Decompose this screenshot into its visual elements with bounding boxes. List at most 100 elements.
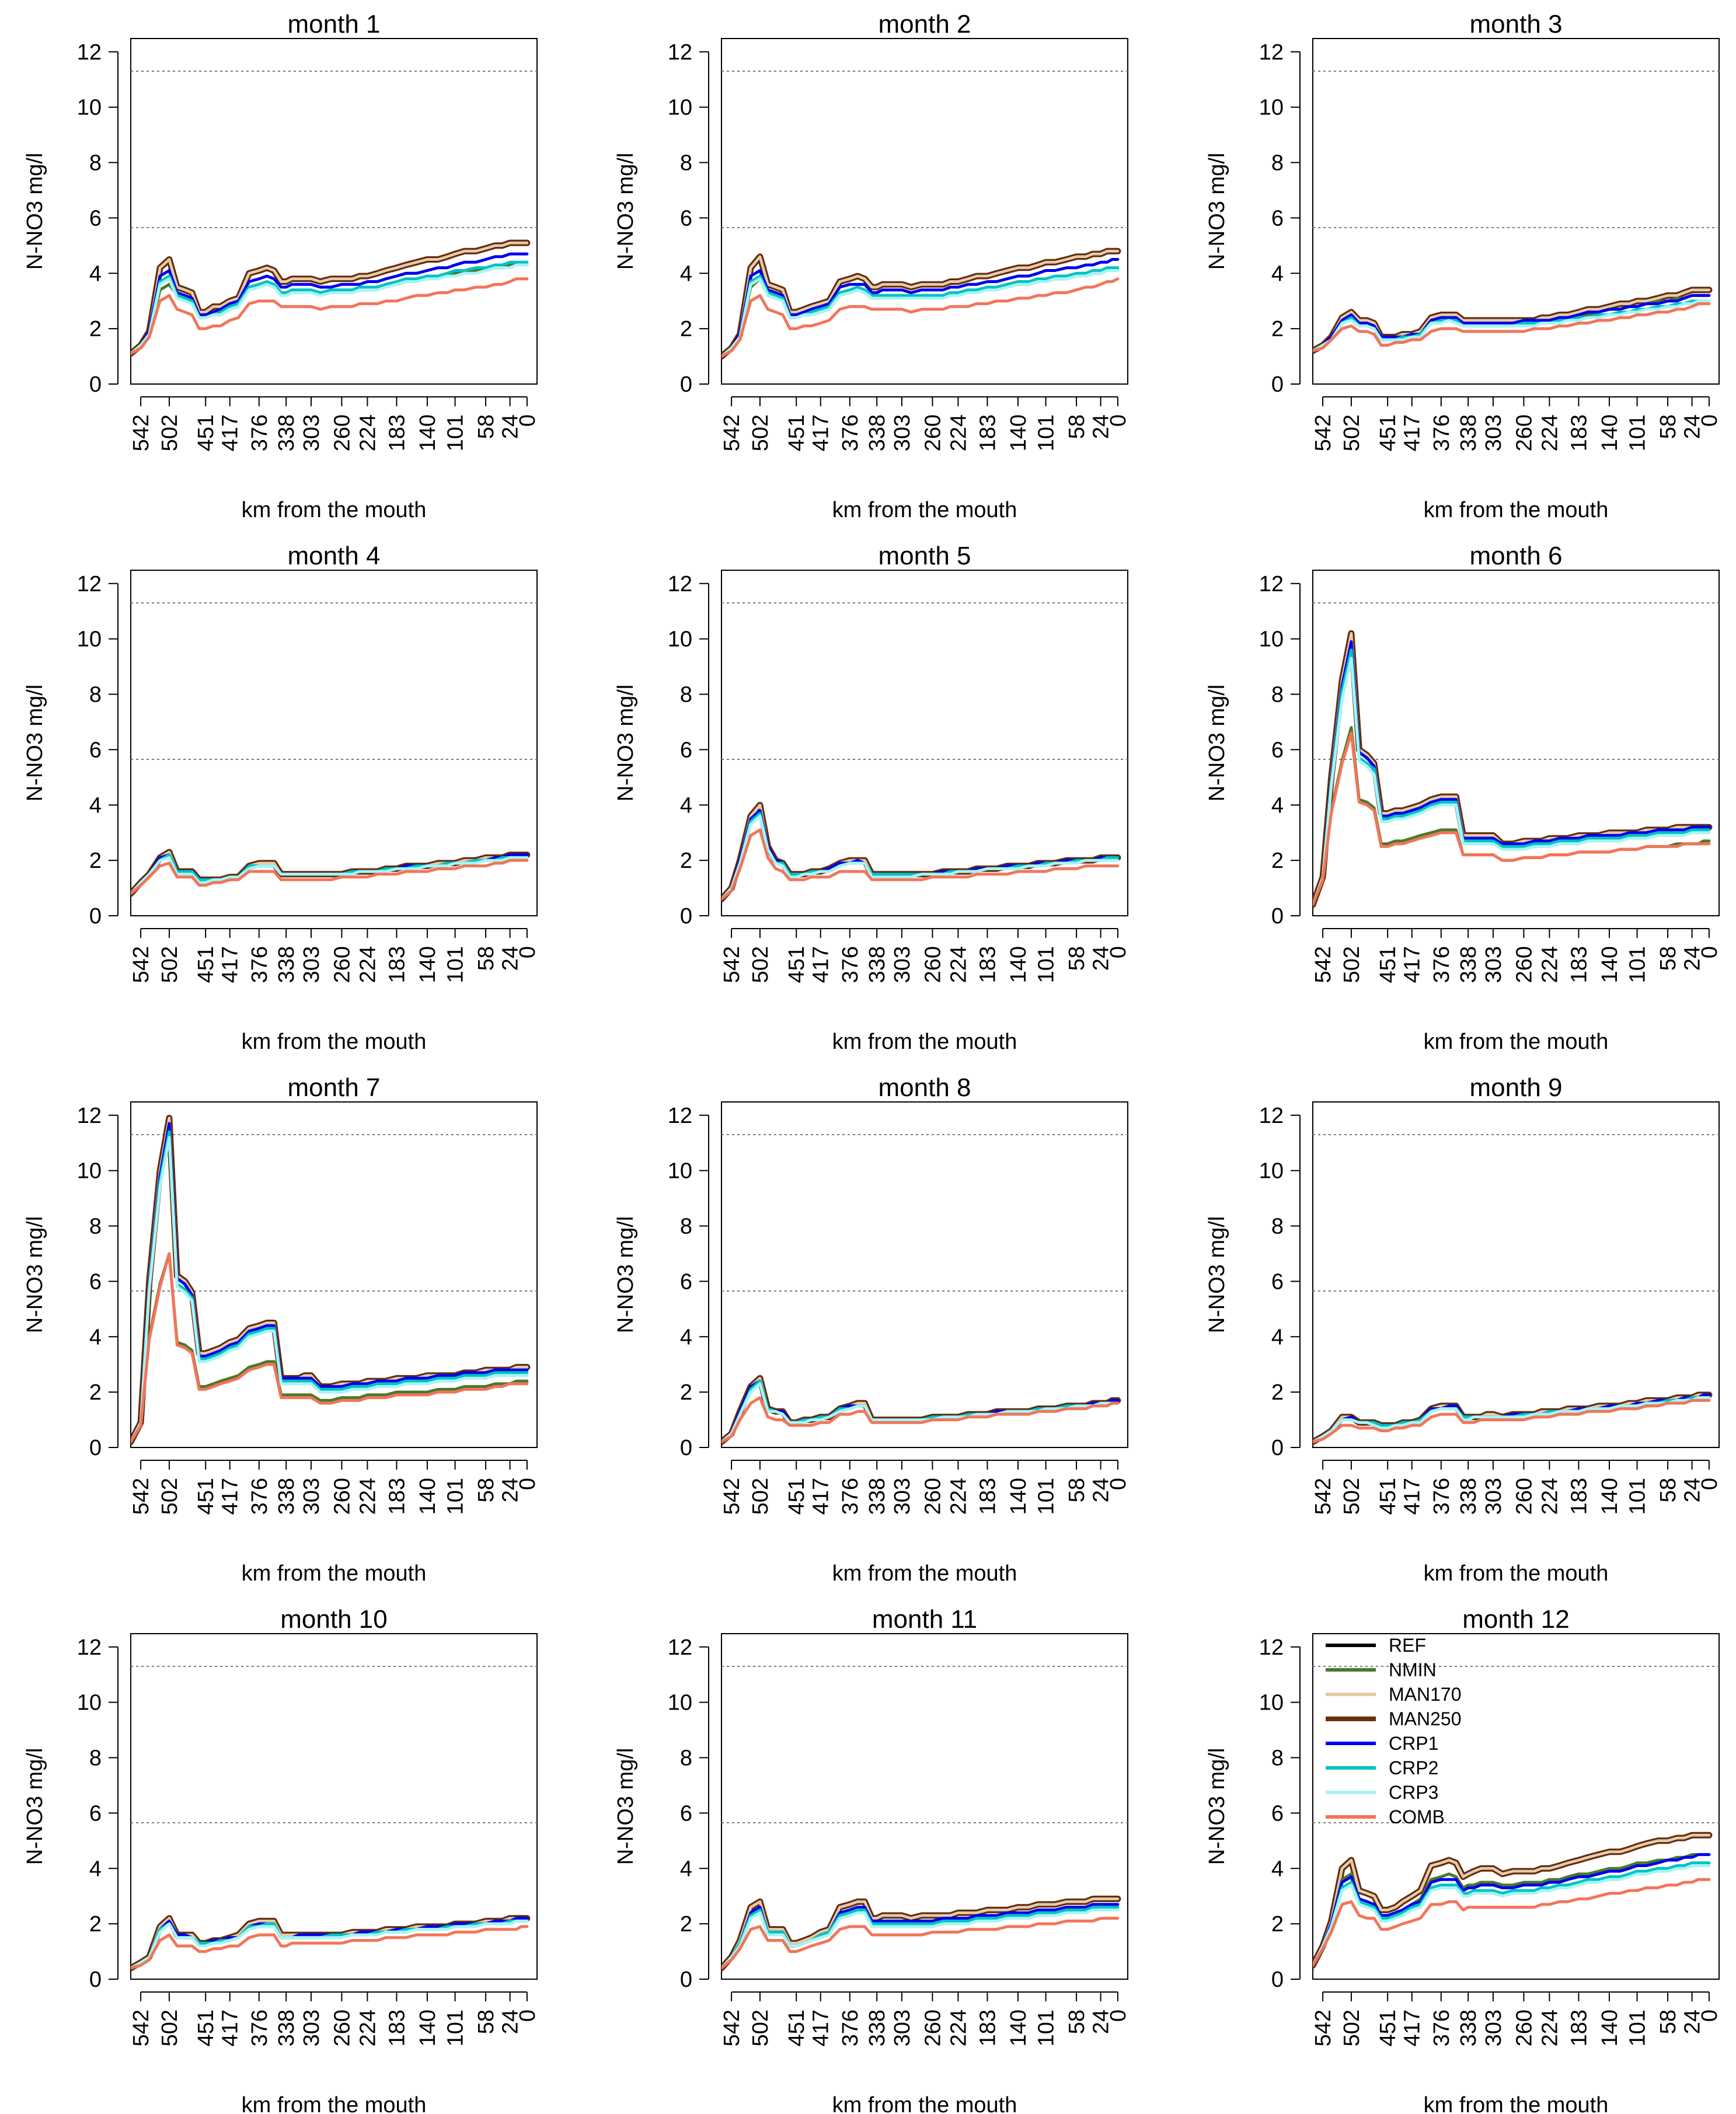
x-tick-label: 338: [274, 946, 299, 983]
y-tick-label: 6: [1271, 738, 1284, 762]
plot-frame: [1312, 1101, 1720, 1448]
x-tick-label: 417: [1400, 946, 1425, 983]
series-lines: [131, 239, 531, 357]
series-line-comb: [721, 1396, 1120, 1443]
x-tick-label: 0: [515, 2010, 540, 2022]
x-tick-label: 24: [1089, 414, 1114, 439]
y-tick-label: 12: [77, 40, 102, 65]
series-line-man250: [721, 247, 1121, 360]
x-tick-label: 183: [975, 946, 1000, 983]
x-tick-label: 338: [1456, 414, 1481, 451]
y-tick-label: 10: [1259, 627, 1284, 652]
y-tick-label: 10: [668, 1159, 692, 1184]
y-tick-label: 12: [77, 1104, 102, 1128]
x-tick-label: 24: [1089, 1478, 1114, 1502]
series-lines: [721, 1375, 1121, 1445]
x-tick-label: 24: [499, 1478, 523, 1502]
x-tick-label: 376: [247, 414, 272, 451]
series-line-comb: [1313, 1398, 1711, 1443]
panel-title: month 10: [280, 1605, 387, 1634]
y-tick-label: 4: [89, 261, 102, 286]
series-line-crp3: [131, 1136, 529, 1443]
x-tick-label: 183: [385, 1478, 409, 1515]
x-axis-title: km from the mouth: [1424, 498, 1609, 522]
x-tick-label: 58: [474, 1478, 499, 1502]
series-line-man170: [721, 803, 1120, 901]
x-tick-label: 338: [1456, 1478, 1481, 1515]
x-tick-label: 338: [865, 946, 890, 983]
y-tick-label: 0: [1271, 1436, 1284, 1460]
x-tick-label: 338: [1456, 946, 1481, 983]
x-tick-label: 183: [385, 2010, 409, 2046]
x-tick-label: 542: [129, 1478, 154, 1515]
x-tick-label: 376: [1430, 1478, 1454, 1515]
x-tick-label: 338: [865, 1478, 890, 1515]
x-tick-label: 101: [1034, 2010, 1059, 2046]
x-tick-label: 260: [921, 414, 945, 451]
y-tick-label: 4: [680, 1325, 692, 1349]
series-lines: [131, 1115, 531, 1445]
y-tick-label: 0: [89, 904, 102, 929]
x-tick-label: 502: [1340, 946, 1364, 983]
series-line-comb: [1313, 1878, 1711, 1967]
legend-label-nmin: NMIN: [1389, 1659, 1437, 1680]
x-tick-label: 417: [1400, 1478, 1425, 1515]
panel-title: month 3: [1470, 10, 1563, 39]
series-line-nmin: [131, 1252, 529, 1443]
x-tick-label: 338: [865, 414, 890, 451]
panel-title: month 12: [1462, 1605, 1569, 1634]
panel-title: month 2: [879, 10, 971, 39]
legend: REF NMIN MAN170 MAN250 CRP1 CRP2 CRP3 COMB: [1326, 1635, 1462, 1827]
y-tick-label: 2: [680, 849, 692, 873]
x-tick-label: 338: [1456, 2010, 1481, 2046]
x-tick-label: 417: [1400, 2010, 1425, 2046]
x-tick-label: 0: [1697, 1478, 1722, 1490]
x-tick-label: 502: [158, 1478, 182, 1515]
x-tick-label: 542: [129, 2010, 154, 2046]
x-tick-label: 451: [785, 1478, 809, 1515]
y-tick-label: 0: [89, 372, 102, 397]
y-tick-label: 10: [668, 1691, 692, 1715]
x-tick-label: 24: [499, 2010, 523, 2034]
x-tick-label: 224: [946, 2010, 971, 2046]
series-line-ref: [721, 249, 1120, 358]
x-tick-label: 338: [865, 2010, 890, 2046]
x-tick-label: 58: [1065, 2010, 1089, 2034]
x-tick-label: 502: [1340, 2010, 1364, 2046]
x-tick-label: 417: [218, 2010, 243, 2046]
x-tick-label: 224: [355, 946, 380, 983]
series-line-comb: [131, 1252, 529, 1443]
y-tick-label: 8: [1271, 1746, 1284, 1771]
y-tick-label: 0: [1271, 1968, 1284, 1992]
y-tick-label: 2: [680, 317, 692, 341]
y-tick-label: 8: [680, 151, 692, 176]
x-tick-label: 417: [809, 414, 834, 451]
x-tick-label: 303: [1481, 1478, 1506, 1515]
y-tick-label: 4: [1271, 261, 1284, 286]
y-tick-label: 4: [680, 261, 692, 286]
x-tick-label: 24: [1681, 2010, 1705, 2034]
x-tick-label: 224: [355, 414, 380, 451]
x-axis-title: km from the mouth: [832, 2093, 1017, 2114]
x-tick-label: 58: [1656, 1478, 1681, 1502]
series-line-comb: [721, 828, 1120, 901]
plot-frame: [130, 1101, 538, 1448]
x-tick-label: 451: [1376, 1478, 1400, 1515]
legend-label-ref: REF: [1389, 1635, 1426, 1656]
y-axis-title: N-NO3 mg/l: [23, 1748, 47, 1865]
y-axis-title: N-NO3 mg/l: [613, 685, 638, 802]
x-axis-title: km from the mouth: [832, 498, 1017, 522]
x-tick-label: 303: [1481, 2010, 1506, 2046]
panel-title: month 7: [288, 1073, 381, 1102]
y-tick-label: 0: [89, 1968, 102, 1992]
x-tick-label: 502: [158, 2010, 182, 2046]
legend-label-crp1: CRP1: [1389, 1733, 1438, 1754]
series-lines: [1313, 630, 1713, 908]
y-tick-label: 10: [1259, 96, 1284, 120]
y-tick-label: 2: [89, 849, 102, 873]
y-tick-label: 12: [1259, 572, 1284, 596]
series-lines: [1313, 1832, 1713, 1969]
y-tick-label: 6: [89, 738, 102, 762]
